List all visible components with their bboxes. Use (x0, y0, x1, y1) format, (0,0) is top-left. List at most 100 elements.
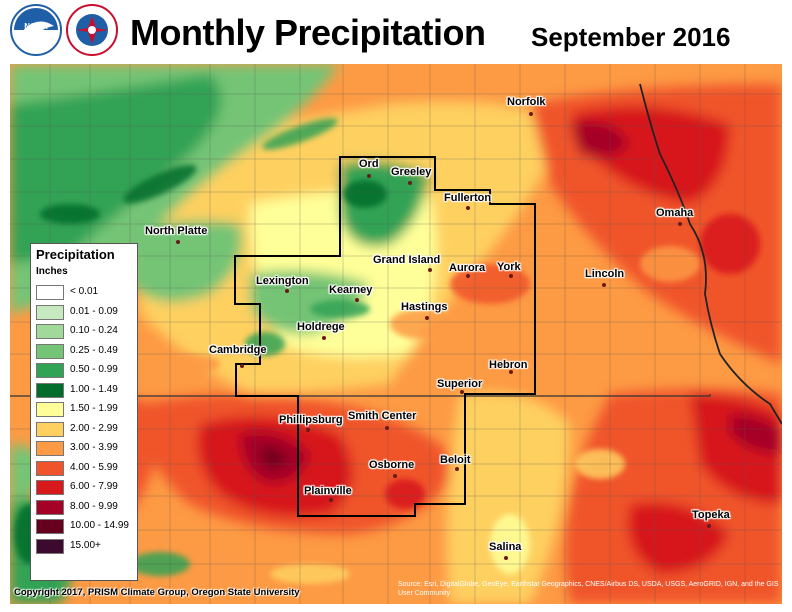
legend-label: 15.00+ (70, 539, 101, 551)
legend-label: < 0.01 (70, 286, 99, 297)
city-label-ord: Ord (359, 158, 379, 170)
city-dot-aurora (466, 274, 470, 278)
city-label-smith-center: Smith Center (348, 410, 417, 422)
legend-swatch (36, 421, 64, 437)
city-dot-superior (460, 390, 464, 394)
city-label-phillipsburg: Phillipsburg (279, 414, 343, 426)
city-dot-phillipsburg (306, 428, 310, 432)
legend-swatch (36, 538, 64, 554)
legend-item: 8.00 - 9.99 (36, 499, 136, 519)
city-dot-salina (504, 556, 508, 560)
legend-item: 0.01 - 0.09 (36, 304, 136, 324)
legend-title: Precipitation (36, 247, 115, 262)
city-label-osborne: Osborne (369, 459, 415, 471)
noaa-logo-icon: NOAA (10, 4, 62, 56)
city-dot-smith-center (385, 426, 389, 430)
legend-item: 1.00 - 1.49 (36, 382, 136, 402)
legend-swatch (36, 402, 64, 417)
city-label-hastings: Hastings (401, 301, 448, 313)
legend-label: 4.00 - 5.99 (70, 461, 118, 473)
city-dot-cambridge (240, 364, 244, 368)
city-label-topeka: Topeka (692, 509, 730, 521)
legend-swatch (36, 460, 64, 476)
copyright-text: Copyright 2017, PRISM Climate Group, Ore… (14, 587, 300, 598)
city-label-lexington: Lexington (256, 275, 309, 287)
city-label-hebron: Hebron (489, 359, 528, 371)
city-label-superior: Superior (437, 378, 483, 390)
page-subtitle: September 2016 (531, 22, 731, 52)
legend-item: 6.00 - 7.99 (36, 479, 136, 499)
city-dot-topeka (707, 524, 711, 528)
cwa-boundary (234, 156, 536, 517)
page-title: Monthly Precipitation (130, 12, 486, 53)
city-dot-york (509, 274, 513, 278)
city-label-grand-island: Grand Island (373, 254, 441, 266)
legend-swatch (36, 363, 64, 378)
legend-label: 0.50 - 0.99 (70, 364, 118, 375)
legend-label: 2.00 - 2.99 (70, 422, 118, 434)
legend-swatch (36, 382, 64, 398)
city-dot-kearney (355, 298, 359, 302)
city-label-omaha: Omaha (656, 207, 694, 219)
legend-swatch (36, 499, 64, 515)
city-label-salina: Salina (489, 541, 522, 553)
header: NOAA Monthly Precipitation September 201… (0, 0, 792, 64)
legend-item: 0.50 - 0.99 (36, 362, 136, 382)
legend-item: 4.00 - 5.99 (36, 460, 136, 480)
city-dot-beloit (455, 467, 459, 471)
legend-label: 0.01 - 0.09 (70, 305, 118, 317)
city-label-cambridge: Cambridge (209, 344, 267, 356)
city-dot-holdrege (322, 336, 326, 340)
city-label-lincoln: Lincoln (585, 268, 625, 280)
city-dot-north-platte (176, 240, 180, 244)
city-dot-grand-island (428, 268, 432, 272)
legend-label: 1.50 - 1.99 (70, 403, 118, 414)
legend-label: 10.00 - 14.99 (70, 520, 129, 531)
city-label-norfolk: Norfolk (507, 96, 546, 108)
city-label-holdrege: Holdrege (297, 321, 345, 333)
legend-label: 6.00 - 7.99 (70, 481, 118, 492)
legend-item: 3.00 - 3.99 (36, 440, 136, 460)
nws-logo-icon (66, 4, 118, 56)
legend-swatch (36, 480, 64, 495)
legend-swatch (36, 519, 64, 534)
legend-label: 0.25 - 0.49 (70, 344, 118, 356)
legend-item: 15.00+ (36, 538, 136, 558)
city-dot-hastings (425, 316, 429, 320)
city-label-york: York (497, 261, 521, 273)
city-label-plainville: Plainville (304, 485, 352, 497)
city-dot-greeley (408, 181, 412, 185)
svg-text:NOAA: NOAA (24, 22, 48, 31)
legend-item: 10.00 - 14.99 (36, 518, 136, 538)
legend-units: Inches (36, 266, 68, 277)
legend-swatch (36, 441, 64, 456)
legend-label: 1.00 - 1.49 (70, 383, 118, 395)
precipitation-legend: Precipitation Inches < 0.01 0.01 - 0.09 … (30, 243, 138, 581)
source-credits: Source: Esri, DigitalGlobe, GeoEye, Eart… (398, 581, 779, 597)
legend-label: 8.00 - 9.99 (70, 500, 118, 512)
legend-swatch (36, 343, 64, 359)
legend-item: 0.10 - 0.24 (36, 323, 136, 343)
city-label-greeley: Greeley (391, 166, 432, 178)
missouri-river (639, 83, 782, 425)
legend-swatch (36, 324, 64, 339)
city-dot-fullerton (466, 206, 470, 210)
city-dot-ord (367, 174, 371, 178)
legend-item: 2.00 - 2.99 (36, 421, 136, 441)
city-label-north-platte: North Platte (145, 225, 208, 237)
legend-item: < 0.01 (36, 284, 136, 304)
legend-item: 1.50 - 1.99 (36, 401, 136, 421)
legend-label: 0.10 - 0.24 (70, 325, 118, 336)
city-dot-osborne (393, 474, 397, 478)
legend-swatch (36, 285, 64, 300)
city-label-beloit: Beloit (440, 454, 471, 466)
legend-swatch (36, 304, 64, 320)
city-dot-hebron (509, 370, 513, 374)
legend-items: < 0.01 0.01 - 0.09 0.10 - 0.24 0.25 - 0.… (36, 284, 136, 557)
city-dot-lexington (285, 289, 289, 293)
city-dot-omaha (678, 222, 682, 226)
city-dot-norfolk (529, 112, 533, 116)
city-dot-plainville (329, 498, 333, 502)
legend-label: 3.00 - 3.99 (70, 442, 118, 453)
city-label-aurora: Aurora (449, 262, 486, 274)
